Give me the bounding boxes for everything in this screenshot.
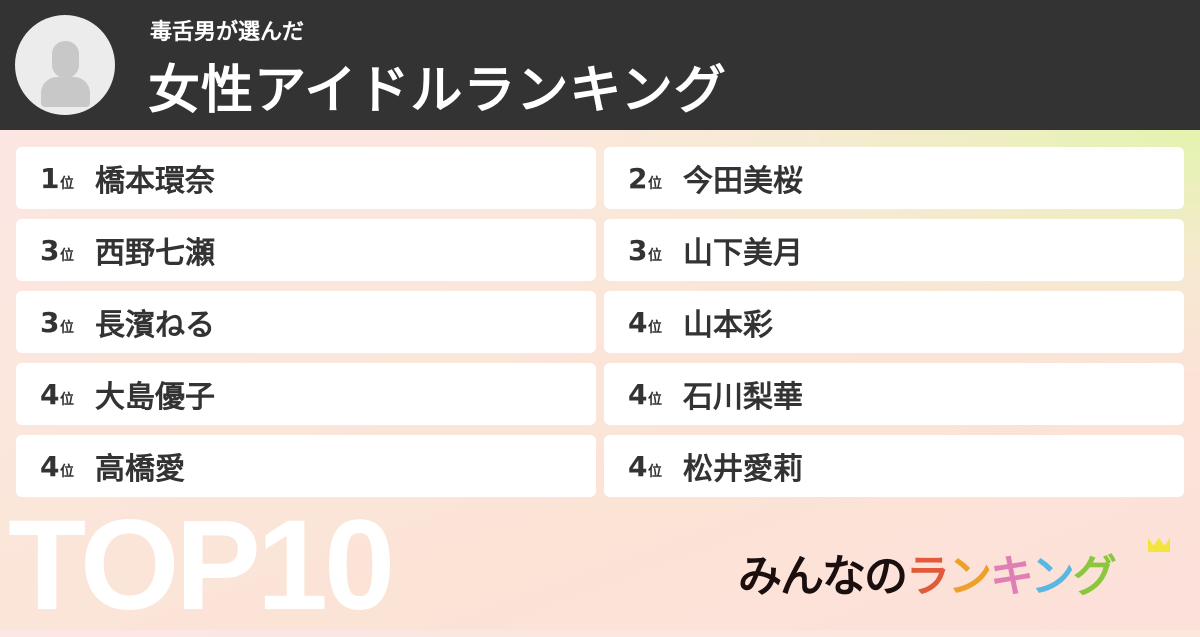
ranking-item[interactable]: 2 位 今田美桜 <box>604 147 1184 209</box>
rank-suffix: 位 <box>60 464 74 480</box>
logo-letter: ラ <box>906 551 950 602</box>
idol-name: 西野七瀬 <box>95 236 215 271</box>
idol-name: 山下美月 <box>683 236 803 271</box>
site-logo: みんなのランキング <box>738 540 1117 604</box>
idol-name: 松井愛莉 <box>683 452 803 487</box>
rank-number: 4 <box>628 305 648 339</box>
logo-letter: キ <box>990 551 1033 602</box>
rank-number: 2 <box>628 161 648 195</box>
idol-name: 今田美桜 <box>683 164 803 199</box>
idol-name: 石川梨華 <box>683 380 803 415</box>
rank-suffix: 位 <box>648 464 662 480</box>
idol-name: 長濱ねる <box>95 308 215 343</box>
idol-name: 大島優子 <box>95 380 215 415</box>
ranking-item[interactable]: 1 位 橋本環奈 <box>16 147 596 209</box>
ranking-item[interactable]: 3 位 山下美月 <box>604 219 1184 281</box>
ranking-item[interactable]: 3 位 長濱ねる <box>16 291 596 353</box>
logo-letter: ン <box>948 551 992 602</box>
crown-icon <box>1148 538 1170 552</box>
rank-number: 4 <box>40 449 60 483</box>
idol-name: 山本彩 <box>683 308 773 343</box>
rank-suffix: 位 <box>60 392 74 408</box>
rank-suffix: 位 <box>648 320 662 336</box>
ranking-item[interactable]: 4 位 山本彩 <box>604 291 1184 353</box>
page-title: 女性アイドルランキング <box>148 61 727 121</box>
top10-label: TOP10 <box>8 494 395 637</box>
logo-letter: ン <box>1030 551 1075 602</box>
logo-letter: グ <box>1072 551 1117 602</box>
rank-suffix: 位 <box>60 320 74 336</box>
user-silhouette-icon <box>15 15 115 115</box>
idol-name: 高橋愛 <box>95 452 185 487</box>
rank-number: 4 <box>628 449 648 483</box>
rank-number: 3 <box>40 305 60 339</box>
rank-number: 3 <box>628 233 648 267</box>
rank-number: 4 <box>40 377 60 411</box>
rank-suffix: 位 <box>648 248 662 264</box>
subtitle: 毒舌男が選んだ <box>150 20 305 45</box>
rank-suffix: 位 <box>648 176 662 192</box>
rank-suffix: 位 <box>60 176 74 192</box>
ranking-item[interactable]: 3 位 西野七瀬 <box>16 219 596 281</box>
rank-number: 1 <box>40 161 60 195</box>
ranking-item[interactable]: 4 位 松井愛莉 <box>604 435 1184 497</box>
rank-number: 3 <box>40 233 60 267</box>
rank-suffix: 位 <box>648 392 662 408</box>
ranking-item[interactable]: 4 位 高橋愛 <box>16 435 596 497</box>
rank-suffix: 位 <box>60 248 74 264</box>
idol-name: 橋本環奈 <box>95 164 215 199</box>
logo-prefix: みんなの <box>738 551 908 602</box>
rank-number: 4 <box>628 377 648 411</box>
header: 毒舌男が選んだ 女性アイドルランキング <box>0 0 1200 130</box>
ranking-item[interactable]: 4 位 大島優子 <box>16 363 596 425</box>
ranking-item[interactable]: 4 位 石川梨華 <box>604 363 1184 425</box>
